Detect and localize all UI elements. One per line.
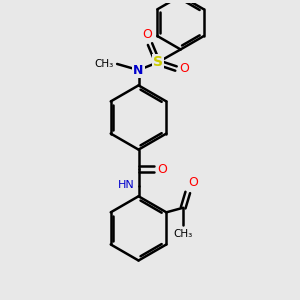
Text: N: N: [133, 64, 144, 76]
Text: S: S: [153, 56, 163, 69]
Text: O: O: [142, 28, 152, 41]
Text: HN: HN: [118, 180, 135, 190]
Text: CH₃: CH₃: [95, 59, 114, 69]
Text: O: O: [188, 176, 198, 189]
Text: CH₃: CH₃: [173, 229, 193, 239]
Text: O: O: [157, 163, 167, 176]
Text: O: O: [179, 62, 189, 75]
